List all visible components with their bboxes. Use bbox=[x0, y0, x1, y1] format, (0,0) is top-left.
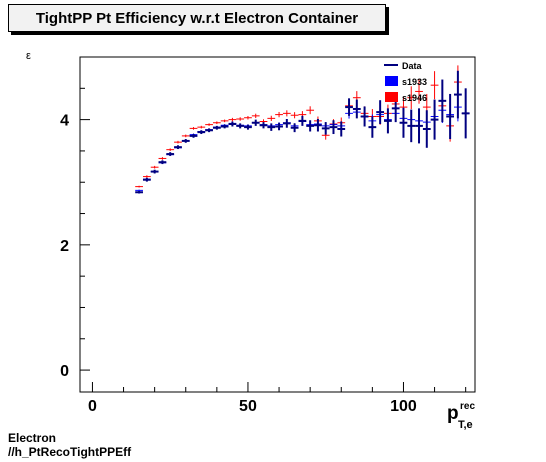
marker-data bbox=[142, 177, 151, 182]
plot-frame bbox=[79, 56, 476, 393]
x-axis-label-main: p bbox=[447, 403, 459, 424]
marker-data bbox=[314, 118, 322, 132]
legend-s1933-swatch bbox=[385, 76, 398, 86]
marker-s1946 bbox=[228, 117, 237, 122]
marker-data bbox=[298, 115, 307, 126]
marker-data bbox=[376, 100, 385, 124]
marker-data bbox=[267, 123, 276, 131]
marker-s1946 bbox=[407, 86, 416, 110]
marker-data bbox=[251, 119, 260, 126]
axis-ticks bbox=[80, 87, 467, 392]
marker-data bbox=[360, 106, 369, 127]
marker-s1946 bbox=[189, 127, 198, 130]
marker-s1946 bbox=[142, 175, 151, 178]
marker-data bbox=[259, 122, 268, 129]
marker-s1946 bbox=[244, 115, 252, 120]
marker-s1946 bbox=[166, 148, 175, 151]
marker-data bbox=[422, 110, 431, 148]
marker-data bbox=[306, 120, 315, 132]
marker-s1946 bbox=[197, 125, 206, 129]
marker-s1946 bbox=[174, 140, 182, 144]
marker-data bbox=[275, 122, 283, 131]
legend-s1933-label: s1933 bbox=[402, 77, 427, 87]
marker-data bbox=[236, 123, 245, 129]
marker-s1946 bbox=[275, 111, 283, 118]
marker-data bbox=[352, 99, 361, 119]
marker-data bbox=[290, 123, 299, 133]
marker-s1933 bbox=[135, 189, 143, 192]
marker-s1946 bbox=[236, 117, 245, 121]
marker-data bbox=[220, 124, 229, 129]
marker-data bbox=[150, 169, 159, 174]
marker-s1946 bbox=[150, 165, 159, 169]
marker-data bbox=[321, 122, 330, 135]
marker-data bbox=[430, 99, 439, 140]
data-markers bbox=[135, 65, 470, 194]
y-tick-label: 4 bbox=[60, 113, 69, 130]
marker-s1946 bbox=[267, 115, 276, 121]
marker-data bbox=[438, 79, 447, 123]
y-tick-label: 2 bbox=[60, 238, 69, 255]
x-axis-label-subscript: T,e bbox=[458, 419, 473, 431]
y-axis-label: ε bbox=[26, 50, 31, 62]
marker-data bbox=[384, 108, 392, 134]
marker-s1946 bbox=[135, 185, 143, 188]
x-axis-label-superscript: rec bbox=[460, 401, 476, 412]
x-tick-label: 100 bbox=[390, 398, 417, 415]
marker-data bbox=[197, 130, 206, 135]
marker-s1946 bbox=[306, 106, 315, 115]
marker-data bbox=[228, 121, 237, 127]
marker-data bbox=[454, 70, 462, 119]
marker-data bbox=[407, 109, 416, 143]
marker-s1946 bbox=[220, 119, 229, 123]
legend: Data s1933 s1946 bbox=[384, 61, 427, 103]
legend-data-label: Data bbox=[402, 61, 423, 71]
marker-data bbox=[329, 120, 338, 135]
marker-s1946 bbox=[290, 112, 299, 119]
marker-data bbox=[212, 125, 221, 130]
x-axis-label: p rec T,e bbox=[447, 401, 475, 431]
marker-data bbox=[181, 139, 190, 143]
marker-data bbox=[166, 152, 175, 156]
marker-data bbox=[337, 121, 346, 137]
marker-data bbox=[282, 118, 291, 128]
marker-data bbox=[415, 108, 423, 144]
marker-data bbox=[135, 191, 143, 194]
marker-s1946 bbox=[158, 157, 167, 160]
marker-data bbox=[461, 88, 470, 139]
chart-title: TightPP Pt Efficiency w.r.t Electron Con… bbox=[35, 10, 359, 27]
marker-data bbox=[205, 128, 213, 133]
marker-s1946 bbox=[282, 110, 291, 117]
marker-s1946 bbox=[212, 121, 221, 125]
marker-data bbox=[174, 145, 182, 150]
marker-s1946 bbox=[251, 113, 260, 119]
marker-s1946 bbox=[205, 123, 213, 126]
marker-data bbox=[189, 134, 198, 138]
marker-s1946 bbox=[415, 79, 423, 104]
legend-s1946-label: s1946 bbox=[402, 93, 427, 103]
marker-data bbox=[158, 160, 167, 165]
footer-line-2: //h_PtRecoTightPPEff bbox=[8, 445, 132, 459]
marker-data bbox=[368, 116, 377, 138]
marker-s1946 bbox=[181, 134, 190, 138]
chart-title-box: TightPP Pt Efficiency w.r.t Electron Con… bbox=[8, 4, 386, 32]
marker-data bbox=[399, 107, 408, 138]
legend-s1946-swatch bbox=[385, 92, 398, 102]
tick-labels: 0 50 100 0 2 4 bbox=[60, 113, 417, 415]
marker-data bbox=[244, 124, 252, 130]
footer-line-1: Electron bbox=[8, 431, 57, 445]
y-tick-label: 0 bbox=[60, 363, 69, 380]
marker-data bbox=[345, 98, 353, 116]
marker-s1946 bbox=[430, 71, 439, 100]
marker-data bbox=[446, 93, 455, 140]
x-tick-label: 0 bbox=[88, 398, 97, 415]
x-tick-label: 50 bbox=[239, 398, 257, 415]
